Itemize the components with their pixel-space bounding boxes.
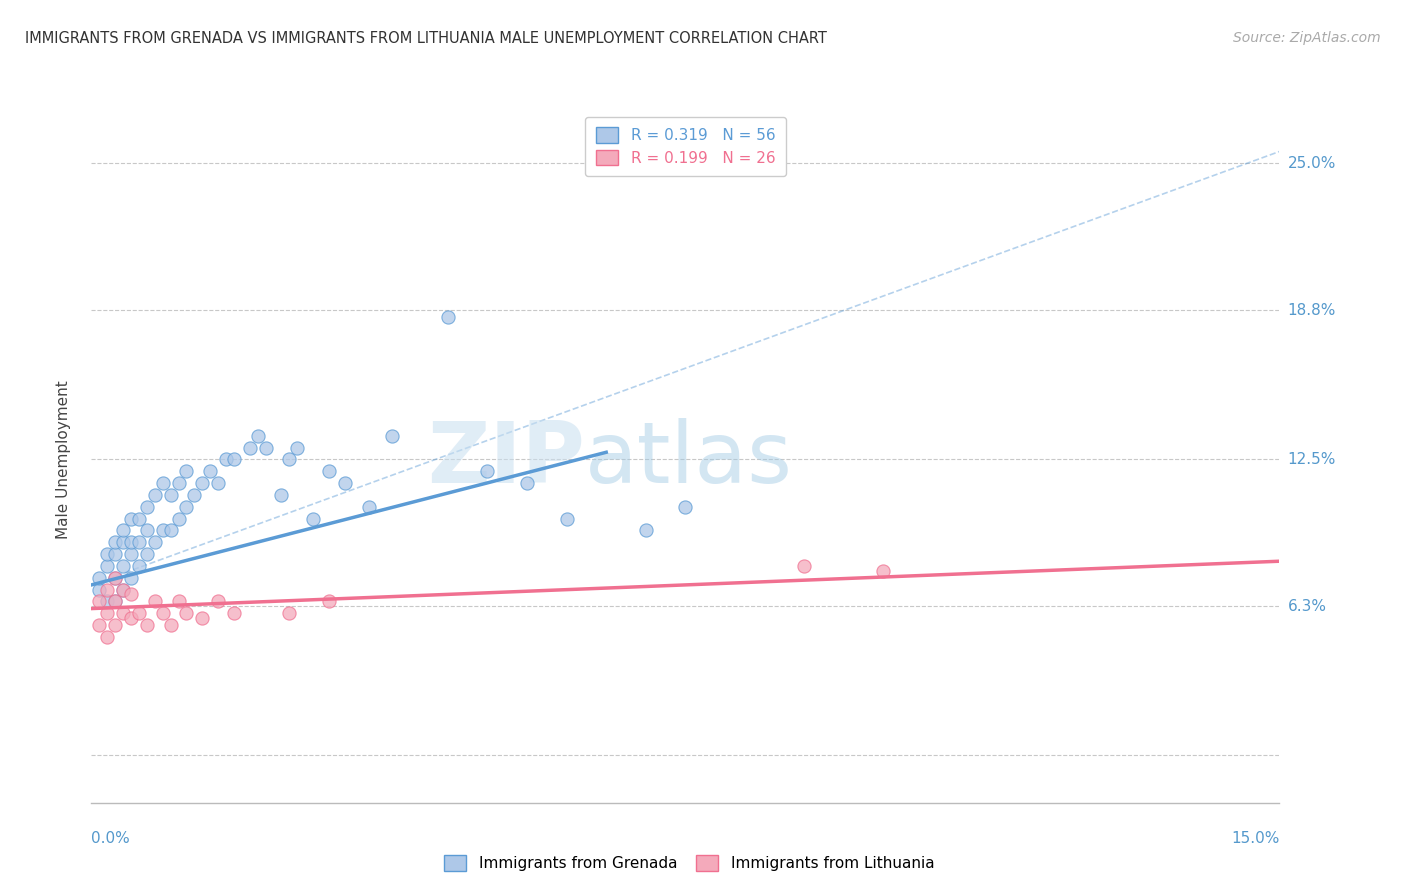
- Point: [96, 630, 118, 644]
- Point: [200, 464, 222, 478]
- Point: [176, 500, 198, 514]
- Point: [167, 594, 190, 608]
- Point: [477, 464, 499, 478]
- Point: [128, 511, 150, 525]
- Point: [135, 618, 157, 632]
- Y-axis label: Male Unemployment: Male Unemployment: [56, 380, 70, 539]
- Point: [96, 582, 118, 597]
- Point: [128, 607, 150, 621]
- Point: [333, 476, 356, 491]
- Point: [120, 587, 142, 601]
- Point: [793, 558, 815, 573]
- Point: [112, 535, 135, 549]
- Point: [135, 500, 157, 514]
- Text: 12.5%: 12.5%: [1288, 452, 1336, 467]
- Point: [96, 558, 118, 573]
- Text: IMMIGRANTS FROM GRENADA VS IMMIGRANTS FROM LITHUANIA MALE UNEMPLOYMENT CORRELATI: IMMIGRANTS FROM GRENADA VS IMMIGRANTS FR…: [25, 31, 827, 46]
- Point: [183, 488, 205, 502]
- Legend: Immigrants from Grenada, Immigrants from Lithuania: Immigrants from Grenada, Immigrants from…: [437, 849, 941, 877]
- Point: [120, 611, 142, 625]
- Point: [120, 535, 142, 549]
- Point: [159, 618, 181, 632]
- Point: [143, 488, 166, 502]
- Point: [104, 535, 127, 549]
- Point: [159, 524, 181, 538]
- Point: [143, 535, 166, 549]
- Point: [104, 594, 127, 608]
- Point: [191, 611, 214, 625]
- Point: [167, 511, 190, 525]
- Point: [191, 476, 214, 491]
- Point: [673, 500, 696, 514]
- Point: [112, 524, 135, 538]
- Point: [89, 571, 111, 585]
- Point: [872, 564, 894, 578]
- Point: [152, 524, 174, 538]
- Point: [318, 464, 340, 478]
- Text: atlas: atlas: [585, 417, 793, 501]
- Point: [96, 607, 118, 621]
- Point: [381, 428, 404, 442]
- Point: [246, 428, 269, 442]
- Point: [318, 594, 340, 608]
- Point: [104, 571, 127, 585]
- Point: [112, 582, 135, 597]
- Point: [222, 452, 245, 467]
- Point: [120, 547, 142, 561]
- Legend: R = 0.319   N = 56, R = 0.199   N = 26: R = 0.319 N = 56, R = 0.199 N = 26: [585, 117, 786, 177]
- Point: [120, 511, 142, 525]
- Text: Source: ZipAtlas.com: Source: ZipAtlas.com: [1233, 31, 1381, 45]
- Text: ZIP: ZIP: [426, 417, 585, 501]
- Point: [112, 558, 135, 573]
- Point: [270, 488, 292, 502]
- Point: [128, 535, 150, 549]
- Point: [555, 511, 578, 525]
- Point: [104, 618, 127, 632]
- Point: [89, 594, 111, 608]
- Point: [176, 464, 198, 478]
- Point: [239, 441, 262, 455]
- Point: [357, 500, 380, 514]
- Point: [112, 607, 135, 621]
- Point: [135, 547, 157, 561]
- Point: [634, 524, 657, 538]
- Point: [96, 594, 118, 608]
- Text: 6.3%: 6.3%: [1288, 599, 1327, 614]
- Point: [278, 607, 301, 621]
- Point: [222, 607, 245, 621]
- Point: [143, 594, 166, 608]
- Point: [167, 476, 190, 491]
- Point: [104, 571, 127, 585]
- Point: [152, 607, 174, 621]
- Point: [135, 524, 157, 538]
- Point: [207, 594, 229, 608]
- Point: [436, 310, 458, 325]
- Point: [254, 441, 277, 455]
- Point: [104, 594, 127, 608]
- Point: [152, 476, 174, 491]
- Point: [207, 476, 229, 491]
- Text: 15.0%: 15.0%: [1232, 831, 1279, 846]
- Point: [128, 558, 150, 573]
- Point: [516, 476, 538, 491]
- Point: [285, 441, 308, 455]
- Text: 25.0%: 25.0%: [1288, 156, 1336, 171]
- Point: [278, 452, 301, 467]
- Point: [215, 452, 238, 467]
- Point: [104, 547, 127, 561]
- Point: [120, 571, 142, 585]
- Point: [302, 511, 325, 525]
- Point: [176, 607, 198, 621]
- Point: [96, 547, 118, 561]
- Text: 0.0%: 0.0%: [91, 831, 131, 846]
- Point: [112, 582, 135, 597]
- Point: [89, 582, 111, 597]
- Point: [89, 618, 111, 632]
- Point: [159, 488, 181, 502]
- Text: 18.8%: 18.8%: [1288, 302, 1336, 318]
